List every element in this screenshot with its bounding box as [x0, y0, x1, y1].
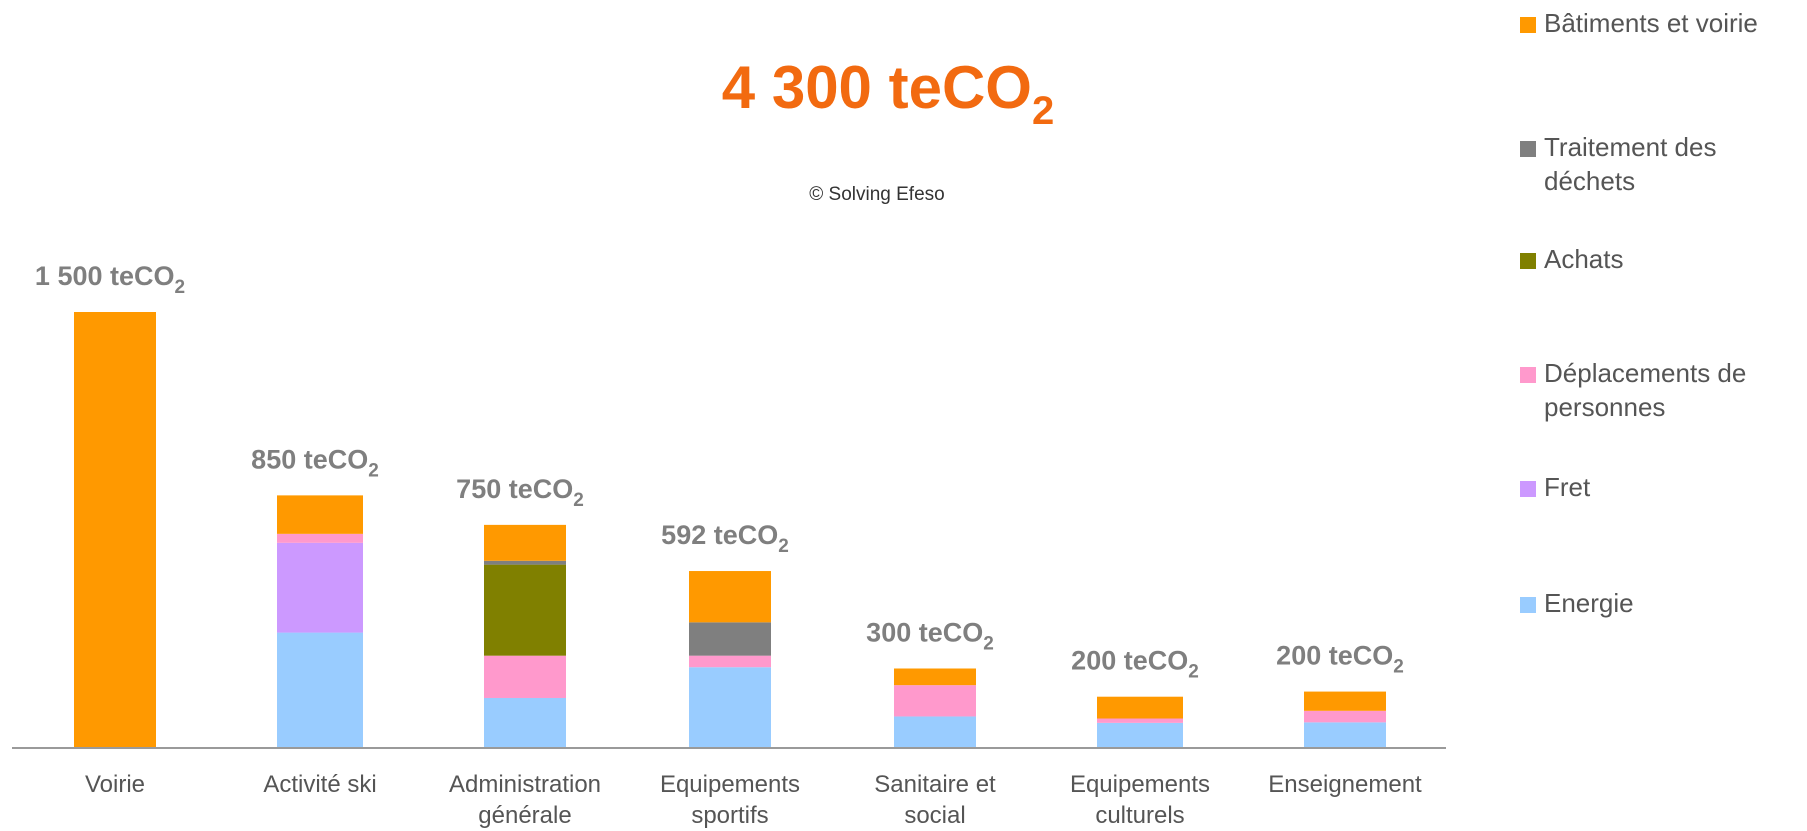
bar-segment-5-b-timents-et-voirie [894, 668, 976, 686]
legend-label: Bâtiments et voirie [1544, 8, 1758, 38]
bar-segment-7-b-timents-et-voirie [1304, 691, 1386, 711]
bar-segment-4-d-placements-de-personnes [689, 655, 771, 668]
legend-swatch [1520, 141, 1536, 157]
legend-item-1: Bâtiments et voirie [1520, 6, 1807, 40]
category-label-1: Voirie [85, 771, 145, 798]
legend-swatch [1520, 481, 1536, 497]
bar-segment-3-achats [484, 564, 566, 656]
total-label-1: 1 500 teCO2 [35, 261, 185, 298]
legend-label: Traitement des déchets [1544, 132, 1717, 196]
bar-segment-5-energie [894, 716, 976, 748]
total-label-3: 750 teCO2 [456, 474, 584, 511]
bar-segment-2-d-placements-de-personnes [277, 533, 363, 543]
bar-segment-4-b-timents-et-voirie [689, 571, 771, 623]
category-label-4: Equipements sportifs [660, 771, 800, 829]
legend-swatch [1520, 597, 1536, 613]
legend-label: Achats [1544, 244, 1624, 274]
total-label-5: 300 teCO2 [866, 617, 994, 654]
bar-segment-2-energie [277, 632, 363, 748]
category-tick-labels: Voirie Activité ski Administration générale… [85, 771, 1422, 829]
category-label-6: Equipements culturels [1070, 771, 1210, 829]
legend-item-3: Achats [1520, 242, 1807, 276]
total-labels: 1 500 teCO2 850 teCO2 750 teCO2 592 teCO2 30… [35, 261, 1404, 683]
total-label-7: 200 teCO2 [1276, 641, 1404, 678]
bar-segment-4-traitement-des-d-chets [689, 622, 771, 656]
bar-segment-4-energie [689, 667, 771, 748]
bar-segment-3-d-placements-de-personnes [484, 655, 566, 698]
total-label-2: 850 teCO2 [251, 444, 379, 481]
bar-segment-5-d-placements-de-personnes [894, 685, 976, 717]
legend-label: Déplacements de personnes [1544, 358, 1747, 422]
legend-swatch [1520, 253, 1536, 269]
legend-item-4: Déplacements de personnes [1520, 356, 1807, 424]
category-label-5: Sanitaire et social [874, 771, 996, 829]
chart-title-group: 4 300 teCO2 © Solving Efeso [722, 54, 1054, 205]
bar-segment-7-d-placements-de-personnes [1304, 710, 1386, 723]
total-label-4: 592 teCO2 [661, 520, 789, 557]
category-label-2: Activité ski [263, 771, 376, 798]
bar-segment-3-energie [484, 697, 566, 748]
bar-segment-7-energie [1304, 722, 1386, 748]
legend-item-5: Fret [1520, 470, 1807, 504]
bar-segment-2-b-timents-et-voirie [277, 495, 363, 534]
legend-label: Energie [1544, 588, 1634, 618]
chart-subtitle: © Solving Efeso [809, 184, 944, 205]
chart-title: 4 300 teCO2 [722, 54, 1054, 133]
legend-item-2: Traitement des déchets [1520, 130, 1807, 198]
chart-title-text: 4 300 teCO [722, 54, 1032, 121]
bar-segment-1-b-timents-et-voirie [74, 312, 156, 748]
legend-label: Fret [1544, 472, 1591, 502]
bar-segment-6-b-timents-et-voirie [1097, 696, 1183, 719]
category-label-7: Enseignement [1268, 771, 1422, 798]
bar-segment-2-fret [277, 542, 363, 633]
legend-item-6: Energie [1520, 586, 1807, 620]
bar-segment-3-traitement-des-d-chets [484, 560, 566, 565]
bars [74, 312, 1386, 748]
legend-swatch [1520, 367, 1536, 383]
bar-segment-6-d-placements-de-personnes [1097, 718, 1183, 723]
total-label-6: 200 teCO2 [1071, 646, 1199, 683]
legend-swatch [1520, 17, 1536, 33]
chart-title-subscript: 2 [1032, 89, 1054, 133]
category-label-3: Administration générale [449, 771, 601, 829]
bar-segment-6-energie [1097, 722, 1183, 748]
bar-segment-3-b-timents-et-voirie [484, 524, 566, 561]
